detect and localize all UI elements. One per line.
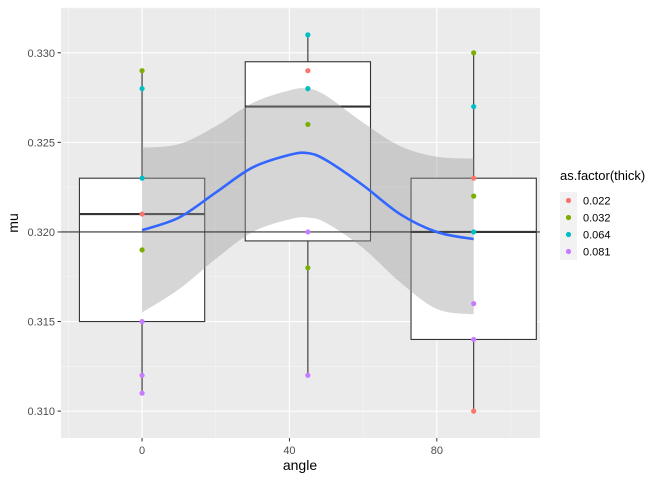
smooth-curve — [141, 151, 474, 241]
data-point-0.064 — [305, 86, 311, 92]
data-point-0.064 — [471, 103, 477, 110]
legend-title: as.factor(thick) — [560, 168, 645, 183]
confidence-band — [142, 88, 474, 315]
data-point-0.064 — [305, 32, 311, 38]
y-tick-label: 0.310 — [27, 406, 55, 418]
y-tick-label: 0.330 — [27, 48, 55, 60]
axes: 0 40 80 0.310 0.315 0.320 0.325 0.330 — [27, 48, 442, 457]
y-tick-label: 0.320 — [27, 227, 55, 239]
data-point-0.081 — [139, 372, 145, 378]
legend-key-point — [565, 214, 572, 221]
smooth-line — [141, 151, 474, 241]
data-point-0.022 — [471, 408, 477, 414]
data-point-0.064 — [139, 86, 145, 92]
data-point-0.022 — [139, 211, 145, 217]
legend-key-point — [565, 248, 572, 255]
legend: as.factor(thick) 0.022 0.032 0.064 0.081 — [560, 168, 645, 260]
y-tick-label: 0.315 — [27, 317, 55, 329]
data-point-0.032 — [305, 265, 311, 271]
data-point-0.081 — [139, 318, 145, 325]
data-point-0.032 — [139, 247, 145, 253]
x-tick-label: 80 — [431, 445, 443, 457]
boxplot-box — [410, 177, 537, 341]
x-axis-title: angle — [283, 457, 317, 473]
y-axis-title: mu — [5, 213, 21, 232]
boxplot-box — [244, 61, 372, 242]
data-point-0.081 — [471, 301, 477, 307]
data-point-0.081 — [139, 390, 145, 396]
legend-entry-label: 0.022 — [583, 196, 611, 208]
boxplots — [78, 34, 537, 412]
data-points — [139, 32, 477, 414]
data-point-0.081 — [305, 372, 311, 378]
x-tick-label: 40 — [283, 445, 295, 457]
data-point-0.032 — [471, 193, 477, 199]
data-point-0.081 — [305, 229, 311, 235]
y-tick-label: 0.325 — [27, 137, 55, 149]
legend-key-point — [565, 197, 572, 204]
data-point-0.022 — [471, 175, 477, 181]
legend-entry-label: 0.032 — [583, 213, 611, 225]
data-point-0.064 — [139, 175, 145, 181]
confidence-band-area — [142, 88, 474, 315]
data-point-0.032 — [471, 50, 477, 56]
legend-key-point — [565, 231, 572, 238]
legend-entry-label: 0.064 — [583, 230, 611, 242]
x-tick-label: 0 — [139, 445, 145, 457]
data-point-0.032 — [305, 121, 311, 128]
data-point-0.064 — [471, 229, 477, 235]
data-point-0.081 — [471, 336, 477, 343]
data-point-0.032 — [139, 68, 145, 74]
legend-entry-label: 0.081 — [583, 247, 611, 259]
data-point-0.022 — [305, 68, 311, 74]
